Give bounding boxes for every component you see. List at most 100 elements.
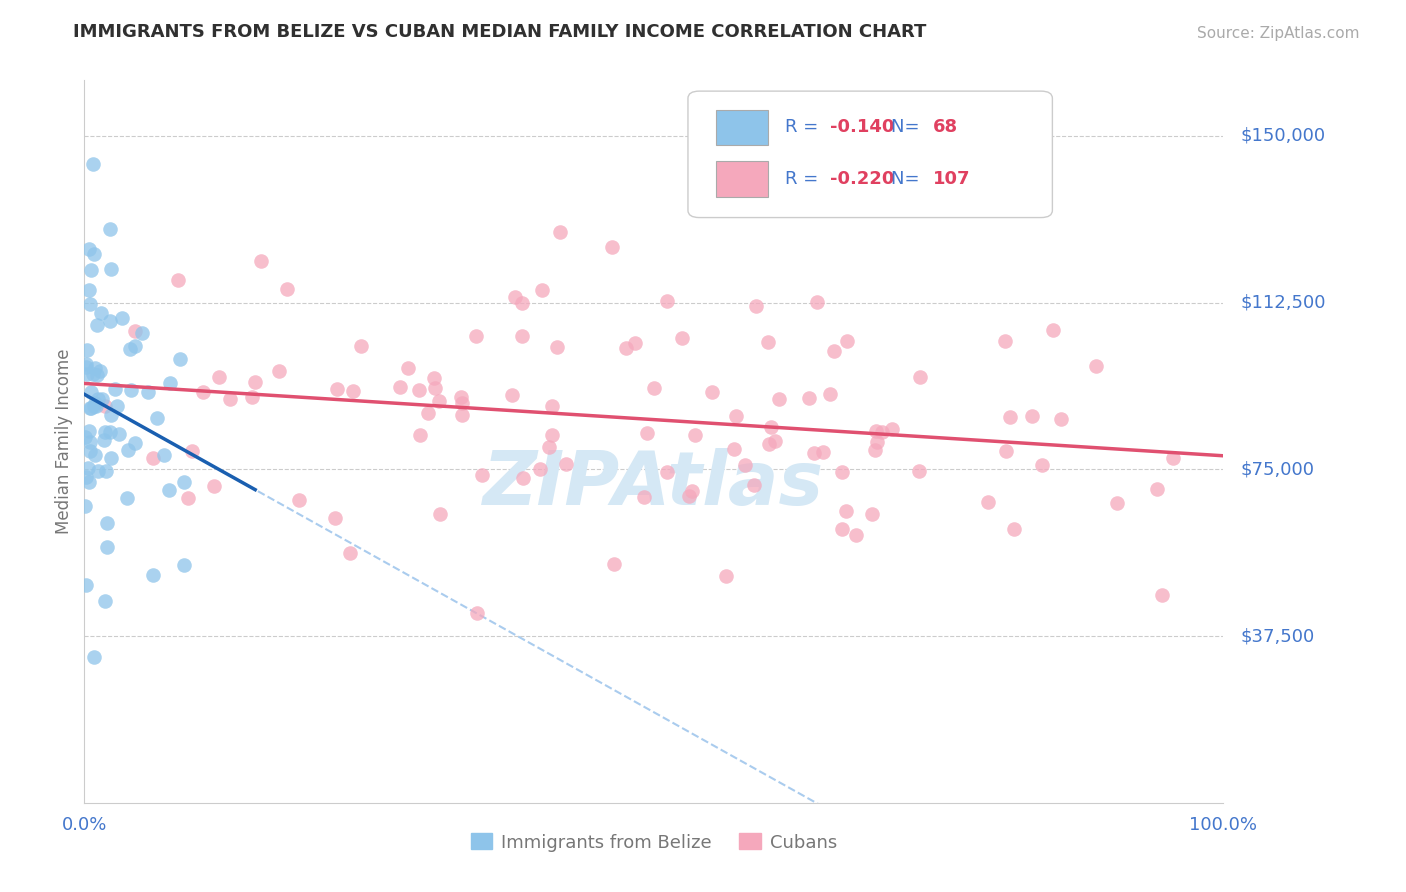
Point [614,341,637,355]
Point [94,399,117,413]
Point [83,399,105,413]
Point [396,361,419,376]
Point [153,448,176,462]
Point [100,261,122,276]
Point [173,558,195,573]
Point [554,457,576,471]
Point [120,342,142,356]
Point [77,242,100,256]
Point [76,368,98,382]
Point [120,384,142,398]
Point [908,370,931,384]
Point [181,443,204,458]
Point [124,435,146,450]
Point [723,442,745,456]
Point [98,314,121,328]
Point [510,295,533,310]
Point [831,522,853,536]
Point [835,504,858,518]
Point [94,594,117,608]
Point [339,546,361,560]
Point [86,368,108,383]
Text: N=: N= [890,119,925,136]
Point [323,510,346,524]
Point [716,569,738,583]
Point [100,450,122,465]
Point [408,383,430,397]
Point [276,282,298,296]
Point [124,324,146,338]
Point [471,468,494,483]
Point [835,334,858,348]
Text: $75,000: $75,000 [1240,460,1315,478]
Point [657,465,679,479]
Point [865,424,887,438]
Point [157,483,180,498]
Point [138,384,160,399]
Point [87,463,110,477]
Bar [717,161,768,197]
Point [243,375,266,389]
Point [761,420,783,434]
Point [977,495,1000,509]
Point [908,464,931,478]
Point [600,240,623,254]
Point [288,492,311,507]
Text: Source: ZipAtlas.com: Source: ZipAtlas.com [1198,26,1360,40]
Point [831,466,853,480]
Point [98,425,121,440]
Point [678,489,700,503]
Point [86,318,108,333]
Point [866,435,889,450]
Point [104,382,127,396]
Point [75,429,97,443]
Point [550,225,572,239]
Text: -0.220: -0.220 [831,170,894,188]
Bar [717,110,768,145]
Point [510,329,533,343]
Text: N=: N= [890,170,925,188]
Point [82,157,104,171]
Text: $150,000: $150,000 [1240,127,1326,145]
Point [173,475,195,490]
Point [73,499,96,513]
Point [79,434,101,449]
Text: $37,500: $37,500 [1240,627,1315,645]
Point [131,326,153,340]
Point [425,381,447,395]
Point [388,380,411,394]
Point [169,351,191,366]
Point [1000,410,1022,425]
Point [1050,412,1073,426]
Point [167,273,190,287]
Point [93,433,115,447]
Legend: Immigrants from Belize, Cubans: Immigrants from Belize, Cubans [464,826,844,859]
Point [758,436,780,450]
Point [501,388,523,402]
Point [82,367,104,381]
Point [541,399,564,413]
Point [1146,482,1168,496]
Point [1042,323,1064,337]
Point [105,399,128,413]
Point [208,369,231,384]
Point [90,392,112,406]
Point [111,310,134,325]
Point [803,446,825,460]
Point [416,406,439,420]
Point [503,289,526,303]
Point [1150,588,1173,602]
Point [1085,359,1108,374]
Point [512,471,534,485]
Text: ZIPAtlas: ZIPAtlas [484,449,824,522]
Point [146,411,169,425]
FancyBboxPatch shape [688,91,1053,218]
Point [994,444,1017,458]
Point [724,409,747,423]
Point [529,462,551,476]
Point [79,401,101,415]
Point [1161,450,1184,465]
Point [100,409,122,423]
Point [451,396,474,410]
Point [75,359,97,374]
